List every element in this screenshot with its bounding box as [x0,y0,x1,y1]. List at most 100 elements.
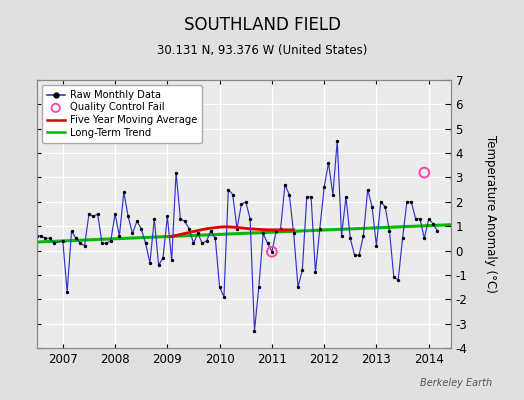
Point [420,169,429,176]
Point [411,216,420,222]
Point [320,184,329,190]
Point [119,189,128,195]
Point [329,191,337,198]
Point [93,211,102,217]
Point [163,213,171,220]
Point [385,228,394,234]
Point [220,294,228,300]
Point [168,257,176,264]
Point [403,199,411,205]
Point [420,235,429,242]
Point [115,233,124,239]
Point [372,242,380,249]
Point [181,218,189,224]
Text: 30.131 N, 93.376 W (United States): 30.131 N, 93.376 W (United States) [157,44,367,57]
Point [302,194,311,200]
Point [24,233,32,239]
Point [429,220,437,227]
Point [46,235,54,242]
Point [15,169,24,176]
Point [416,216,424,222]
Point [63,289,71,295]
Point [172,169,180,176]
Point [390,274,398,280]
Point [346,235,354,242]
Point [141,240,150,246]
Point [41,235,50,242]
Point [19,294,28,300]
Point [185,226,193,232]
Point [50,240,58,246]
Point [228,191,237,198]
Point [337,233,346,239]
Point [264,240,272,246]
Point [294,284,302,290]
Point [359,233,367,239]
Point [268,248,276,255]
Point [285,191,293,198]
Point [351,252,359,259]
Point [224,186,233,193]
Point [59,238,67,244]
Point [19,294,28,300]
Point [377,199,385,205]
Point [10,279,19,286]
Point [233,226,241,232]
Point [324,160,333,166]
Point [255,284,263,290]
Point [277,226,285,232]
Point [298,267,307,273]
Point [146,260,154,266]
Point [250,328,259,334]
Point [85,211,93,217]
Point [237,201,246,208]
Point [128,230,137,237]
Point [202,238,211,244]
Point [72,235,80,242]
Point [333,138,342,144]
Point [37,233,45,239]
Point [206,228,215,234]
Point [381,204,389,210]
Point [176,216,184,222]
Point [259,230,267,237]
Point [198,240,206,246]
Point [394,276,402,283]
Point [311,269,320,276]
Point [194,230,202,237]
Y-axis label: Temperature Anomaly (°C): Temperature Anomaly (°C) [484,135,497,293]
Point [268,248,276,255]
Point [32,233,41,239]
Point [133,218,141,224]
Point [150,216,158,222]
Point [281,182,289,188]
Point [307,194,315,200]
Point [137,226,145,232]
Point [355,252,363,259]
Point [89,213,97,220]
Point [102,240,111,246]
Point [189,240,198,246]
Point [155,262,163,268]
Point [368,204,376,210]
Point [398,235,407,242]
Text: SOUTHLAND FIELD: SOUTHLAND FIELD [183,16,341,34]
Point [15,169,24,176]
Point [68,228,76,234]
Point [111,211,119,217]
Point [407,199,416,205]
Point [433,228,442,234]
Point [315,226,324,232]
Point [10,279,19,286]
Point [364,186,372,193]
Point [28,235,37,242]
Point [6,276,15,283]
Legend: Raw Monthly Data, Quality Control Fail, Five Year Moving Average, Long-Term Tren: Raw Monthly Data, Quality Control Fail, … [42,85,202,142]
Point [246,216,254,222]
Point [159,255,167,261]
Point [289,230,298,237]
Point [124,213,133,220]
Text: Berkeley Earth: Berkeley Earth [420,378,493,388]
Point [211,235,220,242]
Point [242,199,250,205]
